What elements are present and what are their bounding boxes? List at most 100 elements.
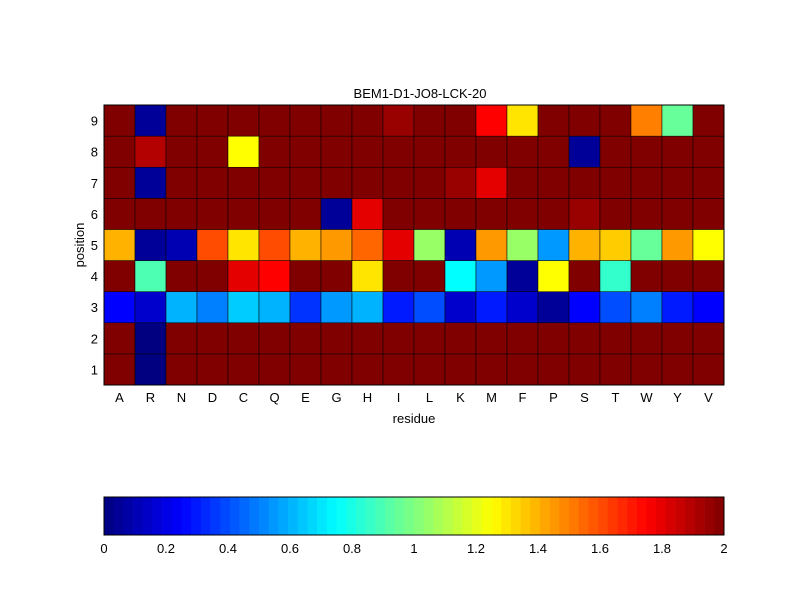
heatmap-cell-D-8	[196, 135, 229, 168]
heatmap-cell-M-3	[475, 291, 508, 324]
colorbar-swatch	[559, 497, 570, 535]
heatmap-cell-Q-7	[258, 166, 291, 199]
heatmap-cell-D-1	[196, 353, 229, 386]
heatmap-cell-D-9	[196, 104, 229, 137]
heatmap-cell-P-6	[537, 198, 570, 230]
heatmap-cell-A-1	[103, 353, 136, 386]
colorbar-tick-label: 1.4	[529, 541, 547, 556]
heatmap-cell-N-6	[165, 198, 198, 230]
heatmap-cell-D-6	[196, 198, 229, 230]
heatmap-cell-K-9	[444, 104, 477, 137]
colorbar-swatch	[443, 497, 454, 535]
y-tick-label: 2	[91, 331, 98, 346]
heatmap-cell-P-8	[537, 135, 570, 168]
heatmap-cell-R-8	[134, 135, 167, 168]
heatmap-cell-P-2	[537, 322, 570, 355]
heatmap-cell-W-9	[630, 104, 663, 137]
colorbar-swatch	[336, 497, 347, 535]
colorbar-swatch	[278, 497, 289, 535]
colorbar-tick-label: 1.8	[653, 541, 671, 556]
heatmap-cell-D-7	[196, 166, 229, 199]
x-tick-label: N	[177, 390, 186, 405]
heatmap-cell-Y-3	[661, 291, 694, 324]
colorbar-swatch	[501, 497, 512, 535]
colorbar-swatch	[326, 497, 337, 535]
colorbar-swatch	[578, 497, 589, 535]
x-tick-label: A	[115, 390, 124, 405]
heatmap-cell-I-6	[382, 198, 415, 230]
heatmap-cell-G-1	[320, 353, 353, 386]
heatmap-cell-K-6	[444, 198, 477, 230]
heatmap-cell-I-1	[382, 353, 415, 386]
colorbar-swatch	[355, 497, 366, 535]
colorbar-swatch	[404, 497, 415, 535]
heatmap-cell-V-8	[692, 135, 725, 168]
heatmap-cell-C-1	[227, 353, 260, 386]
chart-title: BEM1-D1-JO8-LCK-20	[354, 86, 487, 101]
heatmap-cell-R-5	[134, 229, 167, 261]
heatmap-cell-C-3	[227, 291, 260, 324]
heatmap-cell-A-5	[103, 229, 136, 261]
x-tick-label: L	[426, 390, 433, 405]
heatmap-cell-P-1	[537, 353, 570, 386]
heatmap-cell-C-4	[227, 260, 260, 292]
colorbar-swatch	[210, 497, 221, 535]
heatmap-cell-R-1	[134, 353, 167, 386]
heatmap-cell-T-9	[599, 104, 632, 137]
heatmap-cell-Q-4	[258, 260, 291, 292]
heatmap-cell-N-3	[165, 291, 198, 324]
heatmap-cell-P-3	[537, 291, 570, 324]
x-tick-label: M	[486, 390, 497, 405]
heatmap-cell-M-6	[475, 198, 508, 230]
plot-frame	[103, 104, 725, 386]
y-tick-labels: 1 2 3 4 5 6 7 8 9	[91, 114, 98, 378]
heatmap-cell-M-9	[475, 104, 508, 137]
heatmap-cell-W-1	[630, 353, 663, 386]
colorbar-swatch	[607, 497, 618, 535]
heatmap-cell-Q-2	[258, 322, 291, 355]
heatmap-cell-P-9	[537, 104, 570, 137]
heatmap-cell-S-4	[568, 260, 601, 292]
x-tick-label: F	[519, 390, 527, 405]
heatmap-cell-W-2	[630, 322, 663, 355]
y-axis-label: position	[72, 223, 87, 268]
heatmap-cell-N-7	[165, 166, 198, 199]
heatmap-cell-G-4	[320, 260, 353, 292]
colorbar-swatch	[171, 497, 182, 535]
heatmap-cell-E-5	[289, 229, 322, 261]
y-tick-label: 3	[91, 300, 98, 315]
heatmap-cell-I-5	[382, 229, 415, 261]
heatmap-cell-T-3	[599, 291, 632, 324]
heatmap-cell-G-3	[320, 291, 353, 324]
colorbar-swatch	[220, 497, 231, 535]
colorbar-swatch	[133, 497, 144, 535]
heatmap-cell-L-3	[413, 291, 446, 324]
colorbar-swatch	[104, 497, 114, 535]
colorbar-swatch	[481, 497, 492, 535]
heatmap-cell-N-8	[165, 135, 198, 168]
y-tick-label: 7	[91, 176, 98, 191]
heatmap-cell-F-3	[506, 291, 539, 324]
heatmap-cell-R-4	[134, 260, 167, 292]
colorbar-swatch	[588, 497, 599, 535]
heatmap-cell-P-4	[537, 260, 570, 292]
colorbar-swatch	[317, 497, 328, 535]
colorbar-swatch	[452, 497, 463, 535]
colorbar	[104, 497, 725, 535]
colorbar-tick-label: 0	[100, 541, 107, 556]
heatmap-cell-E-7	[289, 166, 322, 199]
heatmap-cell-K-7	[444, 166, 477, 199]
heatmap-cell-Y-8	[661, 135, 694, 168]
heatmap-cell-Y-9	[661, 104, 694, 137]
x-tick-label: I	[397, 390, 401, 405]
heatmap-cell-G-2	[320, 322, 353, 355]
heatmap-cell-E-9	[289, 104, 322, 137]
heatmap-cell-H-3	[351, 291, 384, 324]
heatmap-cell-G-9	[320, 104, 353, 137]
heatmap-cell-Y-2	[661, 322, 694, 355]
colorbar-swatch	[694, 497, 705, 535]
heatmap-cell-R-6	[134, 198, 167, 230]
colorbar-swatch	[365, 497, 376, 535]
y-tick-label: 8	[91, 145, 98, 160]
